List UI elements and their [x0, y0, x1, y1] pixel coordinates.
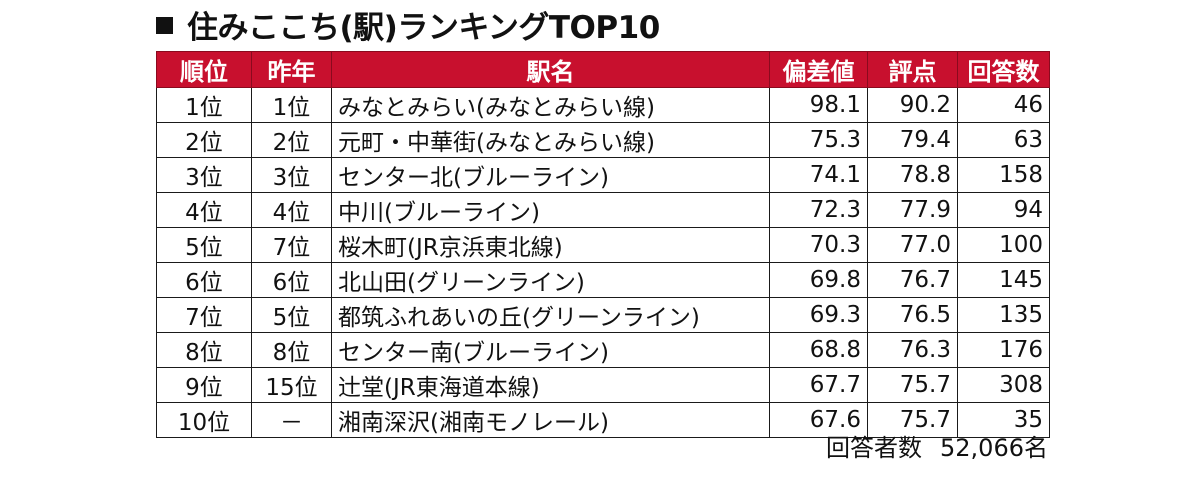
- cell-station: 都筑ふれあいの丘(グリーンライン): [331, 297, 770, 333]
- cell-score: 77.9: [867, 192, 958, 228]
- cell-deviation: 67.7: [769, 367, 868, 403]
- respondent-total: 回答者数 52,066名: [826, 428, 1048, 463]
- page-title: 住みここち(駅)ランキングTOP10: [156, 4, 660, 46]
- cell-prev-year: 7位: [251, 227, 332, 263]
- header-station: 駅名: [331, 51, 770, 88]
- cell-respondents: 94: [957, 192, 1050, 228]
- cell-score: 79.4: [867, 122, 958, 158]
- cell-prev-year: 1位: [251, 87, 332, 123]
- ranking-table: 順位 昨年 駅名 偏差値 評点 回答数 1位 1位 みなとみらい(みなとみらい線…: [156, 51, 1050, 438]
- cell-prev-year: 15位: [251, 367, 332, 403]
- table-row: 8位 8位 センター南(ブルーライン) 68.8 76.3 176: [156, 332, 1050, 368]
- cell-station: 湘南深沢(湘南モノレール): [331, 402, 770, 438]
- table-row: 10位 － 湘南深沢(湘南モノレール) 67.6 75.7 35: [156, 402, 1050, 438]
- cell-score: 75.7: [867, 402, 958, 438]
- header-rank: 順位: [156, 51, 252, 88]
- cell-score: 90.2: [867, 87, 958, 123]
- cell-score: 78.8: [867, 157, 958, 193]
- header-prev-year: 昨年: [251, 51, 332, 88]
- cell-prev-year: 8位: [251, 332, 332, 368]
- cell-respondents: 176: [957, 332, 1050, 368]
- table-header-row: 順位 昨年 駅名 偏差値 評点 回答数: [156, 51, 1050, 88]
- cell-score: 76.7: [867, 262, 958, 298]
- header-respondents: 回答数: [957, 51, 1050, 88]
- cell-prev-year: 4位: [251, 192, 332, 228]
- square-bullet-icon: [156, 16, 173, 34]
- table-row: 3位 3位 センター北(ブルーライン) 74.1 78.8 158: [156, 157, 1050, 193]
- cell-rank: 9位: [156, 367, 252, 403]
- table-row: 5位 7位 桜木町(JR京浜東北線) 70.3 77.0 100: [156, 227, 1050, 263]
- table-row: 6位 6位 北山田(グリーンライン) 69.8 76.7 145: [156, 262, 1050, 298]
- cell-rank: 6位: [156, 262, 252, 298]
- respondent-total-value: 52,066名: [940, 434, 1048, 462]
- table-row: 2位 2位 元町・中華街(みなとみらい線) 75.3 79.4 63: [156, 122, 1050, 158]
- cell-deviation: 75.3: [769, 122, 868, 158]
- cell-rank: 5位: [156, 227, 252, 263]
- header-deviation: 偏差値: [769, 51, 868, 88]
- cell-deviation: 70.3: [769, 227, 868, 263]
- cell-deviation: 68.8: [769, 332, 868, 368]
- cell-respondents: 145: [957, 262, 1050, 298]
- cell-station: 中川(ブルーライン): [331, 192, 770, 228]
- cell-prev-year: 5位: [251, 297, 332, 333]
- cell-station: 北山田(グリーンライン): [331, 262, 770, 298]
- header-score: 評点: [867, 51, 958, 88]
- cell-deviation: 74.1: [769, 157, 868, 193]
- cell-rank: 1位: [156, 87, 252, 123]
- page-title-text: 住みここち(駅)ランキングTOP10: [187, 9, 660, 46]
- respondent-total-label: 回答者数: [826, 434, 923, 462]
- table-row: 4位 4位 中川(ブルーライン) 72.3 77.9 94: [156, 192, 1050, 228]
- cell-deviation: 72.3: [769, 192, 868, 228]
- cell-rank: 7位: [156, 297, 252, 333]
- cell-respondents: 135: [957, 297, 1050, 333]
- cell-prev-year: 3位: [251, 157, 332, 193]
- table-row: 1位 1位 みなとみらい(みなとみらい線) 98.1 90.2 46: [156, 87, 1050, 123]
- cell-respondents: 46: [957, 87, 1050, 123]
- cell-prev-year: 6位: [251, 262, 332, 298]
- table-row: 9位 15位 辻堂(JR東海道本線) 67.7 75.7 308: [156, 367, 1050, 403]
- cell-score: 76.5: [867, 297, 958, 333]
- cell-rank: 4位: [156, 192, 252, 228]
- cell-station: 桜木町(JR京浜東北線): [331, 227, 770, 263]
- cell-respondents: 100: [957, 227, 1050, 263]
- cell-rank: 2位: [156, 122, 252, 158]
- cell-rank: 8位: [156, 332, 252, 368]
- cell-prev-year: 2位: [251, 122, 332, 158]
- cell-station: センター南(ブルーライン): [331, 332, 770, 368]
- cell-score: 77.0: [867, 227, 958, 263]
- cell-rank: 3位: [156, 157, 252, 193]
- cell-station: 元町・中華街(みなとみらい線): [331, 122, 770, 158]
- cell-station: センター北(ブルーライン): [331, 157, 770, 193]
- cell-deviation: 98.1: [769, 87, 868, 123]
- cell-prev-year: －: [251, 402, 332, 438]
- cell-deviation: 69.3: [769, 297, 868, 333]
- cell-station: 辻堂(JR東海道本線): [331, 367, 770, 403]
- cell-rank: 10位: [156, 402, 252, 438]
- cell-deviation: 67.6: [769, 402, 868, 438]
- table-row: 7位 5位 都筑ふれあいの丘(グリーンライン) 69.3 76.5 135: [156, 297, 1050, 333]
- cell-score: 76.3: [867, 332, 958, 368]
- cell-respondents: 63: [957, 122, 1050, 158]
- cell-deviation: 69.8: [769, 262, 868, 298]
- cell-station: みなとみらい(みなとみらい線): [331, 87, 770, 123]
- cell-respondents: 35: [957, 402, 1050, 438]
- cell-respondents: 308: [957, 367, 1050, 403]
- cell-respondents: 158: [957, 157, 1050, 193]
- cell-score: 75.7: [867, 367, 958, 403]
